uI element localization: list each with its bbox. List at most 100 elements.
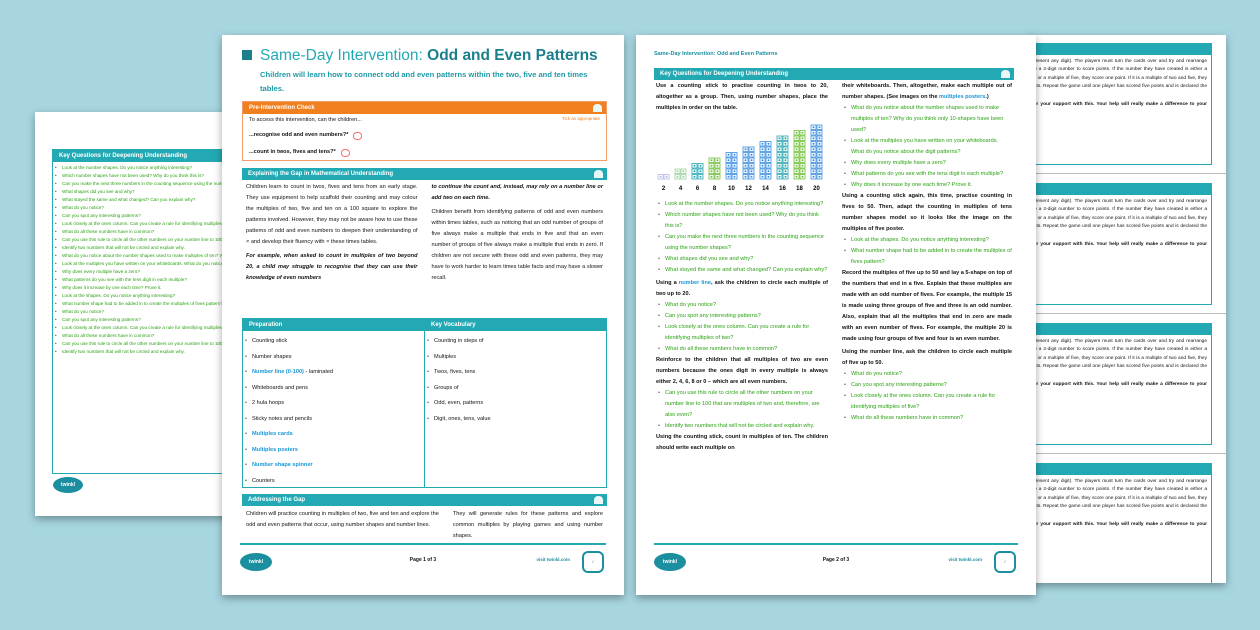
shape-dot xyxy=(812,153,815,156)
pre-check-text: ...recognise odd and even numbers?* xyxy=(249,132,349,138)
tab-icon xyxy=(594,496,603,504)
shape-dot xyxy=(733,153,736,156)
shape-dot xyxy=(761,170,764,173)
shape-dot xyxy=(795,131,798,134)
number-shape-label: 12 xyxy=(745,186,752,192)
visit-link[interactable]: visit twinkl.com xyxy=(536,557,570,562)
shape-cell xyxy=(799,135,806,141)
question-item: Look at the shapes. Do you notice anythi… xyxy=(842,235,1012,246)
shape-cell xyxy=(765,146,772,152)
question-item: Can you spot any interesting patterns? xyxy=(842,380,1012,391)
vocabulary-item: Twos, fives, tens xyxy=(425,365,606,381)
shape-dot xyxy=(801,137,804,140)
page-subtitle: Children will learn how to connect odd a… xyxy=(260,70,588,93)
shape-dot xyxy=(744,159,747,162)
question-item: What do all these numbers have in common… xyxy=(53,332,235,340)
shape-dot xyxy=(818,131,821,134)
shape-cell xyxy=(742,146,749,152)
shape-dot xyxy=(795,153,798,156)
shape-dot xyxy=(744,164,747,167)
shape-dot xyxy=(727,159,730,162)
twinkl-logo: twinkl xyxy=(654,553,686,571)
shape-dot xyxy=(812,131,815,134)
explaining-text: Children learn to count in twos, fives a… xyxy=(246,184,418,245)
divider xyxy=(1030,313,1226,314)
shape-dot xyxy=(750,159,753,162)
shape-dot xyxy=(733,164,736,167)
number-shape-label: 2 xyxy=(662,186,666,192)
shape-dot xyxy=(767,159,770,162)
shape-dot xyxy=(733,170,736,173)
shape-cell xyxy=(776,168,783,174)
preparation-item[interactable]: Number line (0-100) - laminated xyxy=(243,365,424,381)
thanks-text: Thank you for your support with this. Yo… xyxy=(1030,522,1207,528)
tab-icon xyxy=(593,104,602,112)
shape-cell xyxy=(674,174,681,180)
shape-cell xyxy=(782,146,789,152)
shape-dot xyxy=(767,170,770,173)
shape-dot xyxy=(778,148,781,151)
key-questions-header: Key Questions for Deepening Understandin… xyxy=(53,150,235,162)
question-item: What do all these numbers have in common… xyxy=(656,344,828,355)
tick-box[interactable] xyxy=(340,148,350,157)
thanks-text: Thank you for your support with this. Yo… xyxy=(1030,242,1207,248)
shape-cell xyxy=(691,174,698,180)
shape-dot xyxy=(812,175,815,178)
shape-cell xyxy=(742,163,749,169)
visit-link[interactable]: visit twinkl.com xyxy=(948,557,982,562)
shape-cell xyxy=(810,141,817,147)
explaining-section: Explaining the Gap in Mathematical Under… xyxy=(242,168,607,286)
shape-dot xyxy=(750,148,753,151)
tick-box[interactable] xyxy=(353,131,363,140)
shape-dot xyxy=(801,153,804,156)
number-shape-16: 16 xyxy=(776,135,789,192)
shape-dot xyxy=(812,126,815,129)
shape-dot xyxy=(795,164,798,167)
shape-dot xyxy=(716,164,719,167)
shape-dot xyxy=(761,153,764,156)
number-line-link[interactable]: number line xyxy=(678,280,712,286)
question-item: Identify two numbers that will not be ci… xyxy=(656,421,828,432)
shape-dot xyxy=(818,159,821,162)
shape-cell xyxy=(799,130,806,136)
shape-dot xyxy=(733,175,736,178)
shape-cell xyxy=(793,168,800,174)
question-item: Look at the number shapes. Do you notice… xyxy=(656,199,828,210)
shape-cell xyxy=(765,174,772,180)
question-item: Which number shapes have not been used? … xyxy=(656,210,828,232)
shape-dot xyxy=(676,170,679,173)
preparation-item[interactable]: Number shape spinner xyxy=(243,458,424,474)
question-item: What stayed the same and what changed? C… xyxy=(656,265,828,276)
preparation-item[interactable]: Multiples posters xyxy=(243,443,424,459)
section-header xyxy=(1030,183,1211,195)
shape-cell xyxy=(731,157,738,163)
shape-dot xyxy=(778,159,781,162)
tens-text-cont: their whiteboards. Then, altogether, mak… xyxy=(842,83,1012,100)
number-shape-label: 16 xyxy=(779,186,786,192)
multiples-posters-link[interactable]: multiples posters xyxy=(939,94,986,100)
section-header xyxy=(1030,43,1211,55)
shape-cell xyxy=(799,157,806,163)
question-item: Look at the number shapes. Do you notice… xyxy=(53,164,235,172)
shape-cell xyxy=(759,157,766,163)
fives-text: Using a counting stick again, this time,… xyxy=(842,193,1012,232)
pre-check-intro: To access this intervention, can the chi… xyxy=(249,117,362,123)
question-item: Why does it increase by one each time? P… xyxy=(53,284,235,292)
shape-cell xyxy=(697,168,704,174)
shape-cell xyxy=(725,174,732,180)
shape-dot xyxy=(710,170,713,173)
shape-dot xyxy=(784,164,787,167)
shape-dot xyxy=(818,153,821,156)
shape-dot xyxy=(767,142,770,145)
question-item: Can you spot any interesting patterns? xyxy=(656,311,828,322)
shape-dot xyxy=(818,137,821,140)
shape-cell xyxy=(810,146,817,152)
shape-dot xyxy=(818,126,821,129)
shape-dot xyxy=(716,175,719,178)
item-text: Multiples cards xyxy=(252,431,293,437)
shape-cell xyxy=(657,174,664,180)
preparation-item[interactable]: Multiples cards xyxy=(243,427,424,443)
shape-cell xyxy=(816,135,823,141)
shape-dot xyxy=(784,153,787,156)
number-shape-12: 12 xyxy=(742,146,755,192)
